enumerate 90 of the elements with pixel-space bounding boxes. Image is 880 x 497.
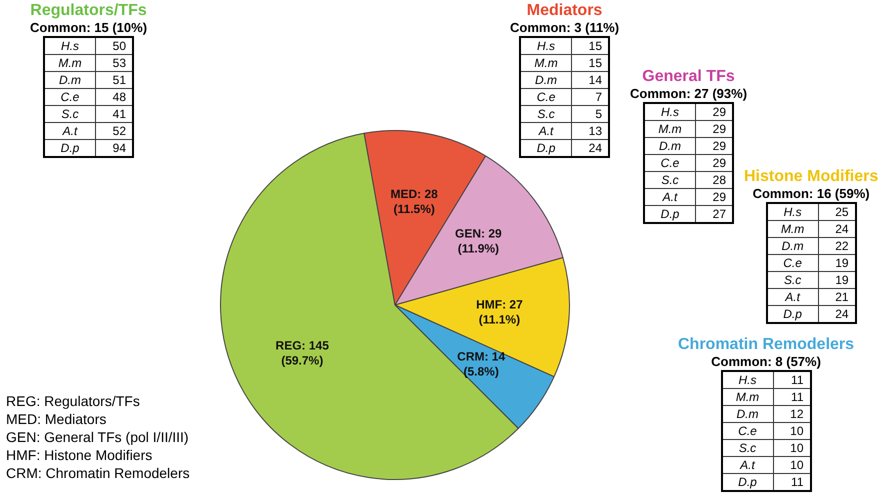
category-label: H.s (44, 37, 96, 54)
text: Common: 15 (10%) (30, 20, 148, 35)
category-label: D.m (722, 406, 774, 422)
text: Regulators/TFs (30, 2, 148, 20)
data-label: 29 (696, 138, 734, 154)
category-label: M.m (766, 220, 818, 238)
data-label: 25 (818, 203, 856, 220)
data-label: 27 (696, 206, 734, 223)
category-label: S.c (722, 440, 774, 456)
category-label: A.t (766, 288, 818, 306)
slice-label: GEN: 29 (11.9%) (455, 226, 502, 256)
category-label: D.m (644, 138, 696, 154)
data-label: 7 (572, 88, 610, 106)
category-label: S.c (520, 106, 572, 122)
category-label: D.m (520, 72, 572, 88)
text: Common: 16 (59%) (752, 186, 871, 201)
category-label: D.p (766, 306, 818, 323)
category-label: M.m (644, 120, 696, 138)
data-label: 13 (572, 122, 610, 140)
data-label: 24 (572, 140, 610, 157)
text: Common: 3 (11%) (510, 20, 620, 35)
data-label: 48 (96, 88, 134, 106)
data-label: 29 (696, 188, 734, 206)
data-label: 50 (96, 37, 134, 54)
category-label: M.m (44, 54, 96, 72)
data-label: 19 (818, 272, 856, 288)
category-label: H.s (644, 103, 696, 120)
text: Mediators (526, 2, 604, 20)
category-label: C.e (722, 422, 774, 440)
data-label: 51 (96, 72, 134, 88)
data-label: 15 (572, 54, 610, 72)
data-label: 10 (773, 422, 811, 440)
slice-label: CRM: 14 (5.8%) (457, 349, 506, 378)
data-label: 29 (696, 120, 734, 138)
category-label: M.m (520, 54, 572, 72)
text: Histone Modifiers (744, 168, 878, 186)
text: HMF: Histone Modifiers (6, 446, 154, 464)
data-label: 11 (773, 388, 811, 406)
data-label: 15 (572, 37, 610, 54)
category-label: D.p (644, 206, 696, 223)
category-label: C.e (644, 154, 696, 172)
category-label: C.e (520, 88, 572, 106)
data-label: 10 (773, 456, 811, 474)
category-label: D.p (44, 140, 96, 157)
text: Common: 27 (93%) (630, 86, 748, 101)
category-label: D.p (722, 474, 774, 491)
data-label: 52 (96, 122, 134, 140)
text: REG: Regulators/TFs (6, 392, 141, 410)
data-label: 41 (96, 106, 134, 122)
data-label: 24 (818, 220, 856, 238)
data-label: 12 (773, 406, 811, 422)
text: Chromatin Remodelers (678, 336, 854, 354)
category-label: D.m (766, 238, 818, 254)
category-label: C.e (766, 254, 818, 272)
category-label: S.c (766, 272, 818, 288)
slice-label: HMF: 27 (11.1%) (476, 298, 524, 327)
data-label: 5 (572, 106, 610, 122)
category-label: M.m (722, 388, 774, 406)
text: MED: Mediators (6, 410, 108, 428)
data-label: 94 (96, 140, 134, 157)
data-label: 53 (96, 54, 134, 72)
data-label: 19 (818, 254, 856, 272)
category-label: A.t (644, 188, 696, 206)
category-label: H.s (520, 37, 572, 54)
data-label: 29 (696, 103, 734, 120)
data-label: 29 (696, 154, 734, 172)
slice-label: REG: 145 (59.7%) (276, 338, 330, 368)
data-label: 11 (773, 371, 811, 388)
text: General TFs (641, 68, 736, 86)
category-label: A.t (722, 456, 774, 474)
data-label: 28 (696, 172, 734, 188)
data-label: 14 (572, 72, 610, 88)
category-label: H.s (766, 203, 818, 220)
data-label: 11 (773, 474, 811, 491)
category-label: S.c (644, 172, 696, 188)
category-label: C.e (44, 88, 96, 106)
category-label: D.m (44, 72, 96, 88)
category-label: A.t (44, 122, 96, 140)
category-label: S.c (44, 106, 96, 122)
text: GEN: General TFs (pol I/II/III) (6, 428, 190, 446)
category-label: H.s (722, 371, 774, 388)
category-label: A.t (520, 122, 572, 140)
slice-label: MED: 28 (11.5%) (390, 186, 438, 216)
text: CRM: Chromatin Remodelers (6, 464, 190, 482)
data-label: 21 (818, 288, 856, 306)
data-label: 22 (818, 238, 856, 254)
text: Common: 8 (57%) (710, 354, 822, 369)
category-label: D.p (520, 140, 572, 157)
data-label: 10 (773, 440, 811, 456)
data-label: 24 (818, 306, 856, 323)
